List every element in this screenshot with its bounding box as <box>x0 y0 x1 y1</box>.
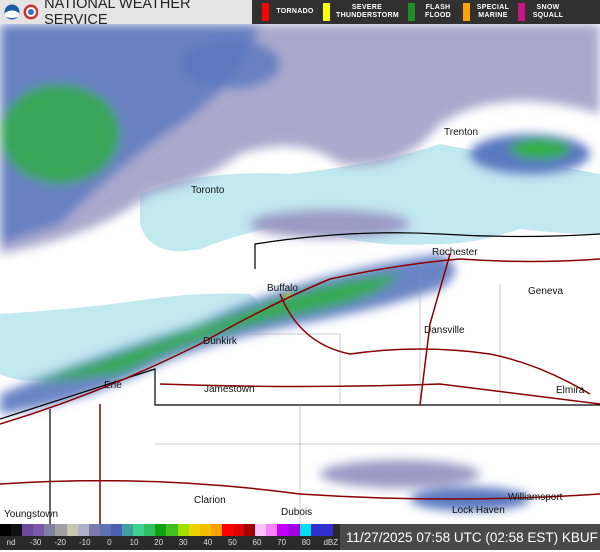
scale-color <box>177 524 189 536</box>
scale-tick: nd <box>6 538 16 547</box>
warning-label: FLASH FLOOD <box>425 4 451 19</box>
scale-color <box>66 524 78 536</box>
radar-echoes <box>0 24 600 511</box>
warning-tornado: TORNADO <box>262 3 315 21</box>
warning-flash-flood: FLASH FLOOD <box>408 3 455 21</box>
scale-color <box>310 524 322 536</box>
svg-text:Dansville: Dansville <box>424 325 465 336</box>
warning-label: SEVERE THUNDERSTORM <box>336 4 399 19</box>
svg-text:Buffalo: Buffalo <box>267 283 298 294</box>
scale-tick: 20 <box>154 538 164 547</box>
svg-text:Geneva: Geneva <box>528 286 563 297</box>
svg-text:Trenton: Trenton <box>444 127 478 138</box>
reflectivity-legend: nd -30 -20 -10 0 10 20 30 40 50 60 70 80 dBZ <box>0 524 340 550</box>
nws-brand: NATIONAL WEATHER SERVICE <box>0 0 252 28</box>
svg-text:Dubois: Dubois <box>281 507 312 518</box>
scale-tick: 80 <box>301 538 311 547</box>
scale-tick: -10 <box>79 538 91 547</box>
scale-color <box>277 524 289 536</box>
scale-tick: -20 <box>54 538 66 547</box>
svg-text:Jamestown: Jamestown <box>204 384 255 395</box>
city-labels: Trenton Toronto Rochester Geneva Buffalo… <box>4 127 585 520</box>
borders <box>0 232 600 524</box>
scale-color <box>299 524 311 536</box>
scale-color <box>188 524 200 536</box>
timestamp: 11/27/2025 07:58 UTC (02:58 EST) KBUF <box>340 524 600 550</box>
svg-text:Williamsport: Williamsport <box>508 492 563 503</box>
warning-label: SNOW SQUALL <box>532 4 564 19</box>
lake-erie <box>0 293 258 381</box>
scale-tick: 40 <box>203 538 213 547</box>
scale-color <box>88 524 100 536</box>
svg-text:Rochester: Rochester <box>432 247 478 258</box>
svg-text:Elmira: Elmira <box>556 385 585 396</box>
warning-label: SPECIAL MARINE <box>476 4 510 19</box>
scale-color <box>199 524 211 536</box>
scale-tick: 70 <box>277 538 287 547</box>
scale-color <box>122 524 134 536</box>
scale-color <box>155 524 167 536</box>
scale-color <box>321 524 333 536</box>
scale-color <box>144 524 156 536</box>
scale-color <box>210 524 222 536</box>
radar-map[interactable]: Trenton Toronto Rochester Geneva Buffalo… <box>0 24 600 524</box>
warning-swatch <box>262 3 269 21</box>
scale-color <box>33 524 45 536</box>
warning-snow-squall: SNOW SQUALL <box>518 3 565 21</box>
scale-color <box>0 524 12 536</box>
warning-swatch <box>323 3 330 21</box>
scale-color <box>232 524 245 536</box>
nws-logo-icon <box>23 4 39 20</box>
noaa-logo-icon <box>4 4 20 20</box>
scale-color <box>266 524 278 536</box>
svg-text:Youngstown: Youngstown <box>4 509 58 520</box>
scale-color <box>255 524 267 536</box>
scale-color <box>221 524 233 536</box>
scale-color <box>22 524 34 536</box>
warning-label: TORNADO <box>276 8 314 15</box>
scale-color <box>99 524 111 536</box>
scale-color <box>110 524 123 536</box>
scale-color <box>11 524 23 536</box>
warning-severe-thunderstorm: SEVERE THUNDERSTORM <box>323 3 399 21</box>
svg-text:Toronto: Toronto <box>191 185 225 196</box>
warning-legend: TORNADO SEVERE THUNDERSTORM FLASH FLOOD SPE… <box>252 0 600 24</box>
scale-tick: dBZ <box>323 538 339 547</box>
scale-tick: 0 <box>107 538 112 547</box>
scale-color <box>44 524 56 536</box>
header: NATIONAL WEATHER SERVICE TORNADO SEVERE T… <box>0 0 600 28</box>
highways <box>0 253 600 524</box>
warning-swatch <box>463 3 470 21</box>
scale-color <box>133 524 145 536</box>
scale-tick: 10 <box>129 538 139 547</box>
scale-color <box>55 524 67 536</box>
svg-text:Clarion: Clarion <box>194 495 226 506</box>
scale-tick: -30 <box>29 538 42 547</box>
warning-swatch <box>518 3 525 21</box>
scale-color <box>166 524 178 536</box>
scale-tick: 50 <box>227 538 237 547</box>
scale-tick: 60 <box>252 538 262 547</box>
warning-special-marine: SPECIAL MARINE <box>463 3 510 21</box>
color-scale <box>0 524 333 536</box>
scale-color <box>77 524 89 536</box>
svg-text:Erie: Erie <box>104 380 122 391</box>
scale-color <box>288 524 300 536</box>
svg-text:Dunkirk: Dunkirk <box>203 336 238 347</box>
svg-text:Lock Haven: Lock Haven <box>452 505 505 516</box>
scale-tick: 30 <box>178 538 188 547</box>
warning-swatch <box>408 3 415 21</box>
scale-color <box>244 524 256 536</box>
